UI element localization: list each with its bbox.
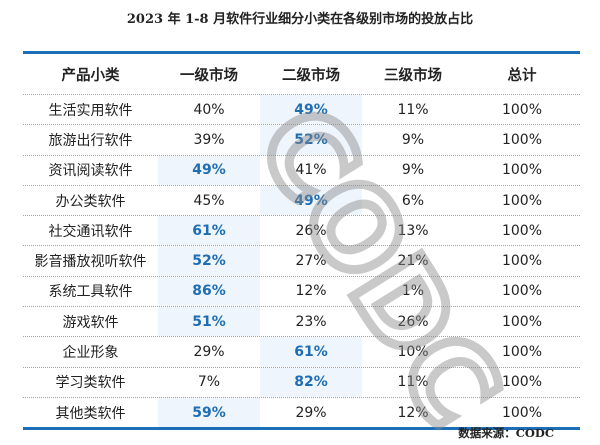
value-cell: 21% <box>397 253 429 270</box>
value-cell: 7% <box>197 374 221 391</box>
value-cell: 45% <box>193 192 225 209</box>
value-cell: 100% <box>501 162 543 179</box>
highlighted-value-cell: 51% <box>158 307 260 337</box>
value-cell: 100% <box>501 374 543 391</box>
value-cell: 29% <box>295 404 327 421</box>
table-row: 企业形象 29% 61% 10% 100% <box>23 337 580 368</box>
value-cell: 100% <box>501 101 543 118</box>
category-cell: 旅游出行软件 <box>48 132 133 149</box>
value-cell: 13% <box>397 222 429 239</box>
table-row: 社交通讯软件 61% 26% 13% 100% <box>23 216 580 247</box>
highlighted-value-cell: 49% <box>260 185 362 216</box>
category-cell: 影音播放视听软件 <box>34 254 147 271</box>
table-header-row: 产品小类 一级市场 二级市场 三级市场 总计 <box>23 54 580 95</box>
table-row: 生活实用软件 40% 49% 11% 100% <box>23 95 580 126</box>
column-header: 总计 <box>507 67 537 84</box>
column-header: 一级市场 <box>180 67 238 84</box>
chart-title: 2023 年 1-8 月软件行业细分小类在各级别市场的投放占比 <box>126 12 474 27</box>
value-cell: 100% <box>501 253 543 270</box>
value-cell: 1% <box>401 283 425 300</box>
table-row: 旅游出行软件 39% 52% 9% 100% <box>23 125 580 156</box>
value-cell: 23% <box>295 313 327 330</box>
value-cell: 26% <box>397 313 429 330</box>
highlighted-value-cell: 86% <box>158 276 260 307</box>
category-cell: 企业形象 <box>62 345 119 362</box>
value-cell: 27% <box>295 253 327 270</box>
category-cell: 其他类软件 <box>55 405 126 422</box>
value-cell: 12% <box>295 283 327 300</box>
value-cell: 26% <box>295 222 327 239</box>
category-cell: 社交通讯软件 <box>48 223 133 240</box>
highlighted-value-cell: 82% <box>260 367 362 397</box>
data-table: 产品小类 一级市场 二级市场 三级市场 总计 生活实用软件 40% 49% 11% 10… <box>23 51 580 431</box>
column-header: 产品小类 <box>61 67 120 84</box>
value-cell: 6% <box>401 192 425 209</box>
highlighted-value-cell: 61% <box>158 216 260 246</box>
value-cell: 10% <box>397 344 429 361</box>
category-cell: 办公类软件 <box>55 193 126 210</box>
highlighted-value-cell: 49% <box>158 155 260 185</box>
value-cell: 100% <box>501 222 543 239</box>
value-cell: 29% <box>193 344 225 361</box>
value-cell: 11% <box>397 374 429 391</box>
highlighted-value-cell: 61% <box>260 337 362 367</box>
value-cell: 41% <box>295 162 327 179</box>
highlighted-value-cell: 52% <box>260 125 362 155</box>
value-cell: 40% <box>193 101 225 118</box>
data-source: 数据来源：CODC <box>458 426 554 440</box>
category-cell: 学习类软件 <box>55 375 126 392</box>
highlighted-value-cell: 49% <box>260 95 362 125</box>
column-header: 三级市场 <box>384 67 442 84</box>
table-row: 影音播放视听软件 52% 27% 21% 100% <box>23 246 580 277</box>
category-cell: 生活实用软件 <box>48 102 133 119</box>
value-cell: 11% <box>397 101 429 118</box>
value-cell: 9% <box>401 131 425 148</box>
table-row: 游戏软件 51% 23% 26% 100% <box>23 307 580 338</box>
value-cell: 100% <box>501 192 543 209</box>
value-cell: 100% <box>501 313 543 330</box>
highlighted-value-cell: 59% <box>158 397 260 428</box>
value-cell: 100% <box>501 404 543 421</box>
category-cell: 系统工具软件 <box>48 284 133 301</box>
category-cell: 资讯阅读软件 <box>48 163 133 180</box>
category-cell: 游戏软件 <box>62 314 119 331</box>
value-cell: 12% <box>397 404 429 421</box>
value-cell: 100% <box>501 131 543 148</box>
table-row: 其他类软件 59% 29% 12% 100% <box>23 397 580 428</box>
table-row: 办公类软件 45% 49% 6% 100% <box>23 185 580 217</box>
value-cell: 39% <box>193 131 225 148</box>
value-cell: 100% <box>501 283 543 300</box>
table-row: 系统工具软件 86% 12% 1% 100% <box>23 276 580 308</box>
value-cell: 9% <box>401 162 425 179</box>
highlighted-value-cell: 52% <box>158 246 260 276</box>
table-row: 学习类软件 7% 82% 11% 100% <box>23 367 580 398</box>
value-cell: 100% <box>501 344 543 361</box>
table-row: 资讯阅读软件 49% 41% 9% 100% <box>23 155 580 186</box>
column-header: 二级市场 <box>282 67 340 84</box>
